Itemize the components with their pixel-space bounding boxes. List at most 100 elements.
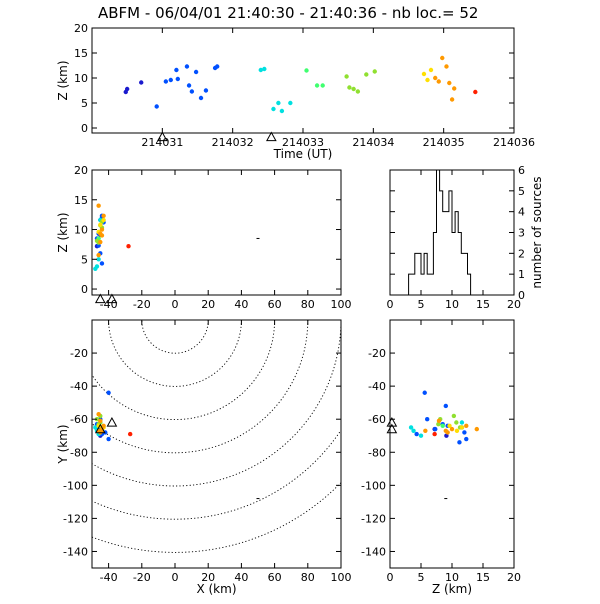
time-height-point-31 xyxy=(421,71,427,77)
x-y-plan-point-26 xyxy=(96,412,101,417)
time-height-point-20 xyxy=(279,108,285,114)
height-y-point-28 xyxy=(474,426,479,432)
height-y-point-26 xyxy=(449,426,455,432)
time-height-xlabel: Time (UT) xyxy=(273,147,333,161)
height-y-point-14 xyxy=(418,433,424,438)
x-height-ytick-label-2: 10 xyxy=(74,224,88,237)
height-y-content xyxy=(408,390,479,500)
x-y-plan-ytick-label-4: -60 xyxy=(70,413,88,426)
height-y-xtick-label-2: 10 xyxy=(445,571,459,584)
x-y-plan-xlabel: X (km) xyxy=(196,582,236,596)
time-height-point-36 xyxy=(440,55,445,61)
height-y-point-25 xyxy=(459,425,465,430)
height-y-ytick-label-3: -80 xyxy=(368,446,386,459)
x-height-point-21 xyxy=(98,222,103,227)
time-height-point-24 xyxy=(320,83,325,88)
x-height-annotation-mark xyxy=(256,237,260,239)
height-histogram-xtick-label-3: 15 xyxy=(476,298,490,311)
height-histogram-ytick-label-3: 3 xyxy=(518,227,525,240)
time-height-point-1 xyxy=(124,86,130,92)
x-y-plan-xtick-label-5: 60 xyxy=(268,571,282,584)
x-y-plan-xtick-label-6: 80 xyxy=(301,571,315,584)
x-height-point-31 xyxy=(126,243,131,249)
time-height-point-30 xyxy=(372,69,377,74)
height-y-panel: 0 5 10 15 20 -140 -120 -100 -80 -60 -40 -20 Z (km) xyxy=(361,319,521,596)
height-y-point-17 xyxy=(440,423,445,429)
x-y-plan-xtick-label-7: 100 xyxy=(331,571,352,584)
x-y-plan-xtick-label-4: 40 xyxy=(234,571,248,584)
height-histogram-ytick-label-2: 2 xyxy=(518,247,525,260)
x-y-plan-xtick-label-1: -20 xyxy=(133,571,151,584)
x-height-xtick-label-7: 100 xyxy=(331,298,352,311)
x-y-plan-ytick-label-5: -40 xyxy=(70,380,88,393)
x-height-point-2 xyxy=(99,261,105,266)
height-y-point-4 xyxy=(414,431,419,437)
x-height-xtick-label-5: 60 xyxy=(268,298,282,311)
time-height-point-23 xyxy=(314,83,320,88)
height-y-point-18 xyxy=(451,413,457,419)
height-histogram-ytick-label-4: 4 xyxy=(518,206,525,219)
time-height-ylabel: Z (km) xyxy=(56,60,70,100)
height-y-ytick-label-1: -120 xyxy=(361,512,386,525)
time-height-point-18 xyxy=(271,106,276,112)
time-height-point-26 xyxy=(347,85,352,90)
time-height-point-35 xyxy=(436,79,441,84)
time-height-xtick-label-5: 214036 xyxy=(493,136,535,149)
x-height-point-24 xyxy=(99,227,105,232)
time-height-point-8 xyxy=(184,64,190,69)
x-height-point-13 xyxy=(93,266,98,272)
time-height-ytick-label-3: 15 xyxy=(74,47,88,60)
x-height-station-0 xyxy=(94,293,106,304)
time-height-point-27 xyxy=(351,86,356,92)
height-y-point-31 xyxy=(423,428,428,433)
height-y-annotation-mark xyxy=(444,498,448,500)
time-height-station-1 xyxy=(266,131,277,142)
x-y-plan-ytick-label-3: -80 xyxy=(70,446,88,459)
x-height-point-23 xyxy=(101,217,106,223)
range-ring-6 xyxy=(92,481,341,553)
x-height-point-26 xyxy=(96,203,101,208)
height-y-point-13 xyxy=(411,428,416,433)
time-height-point-12 xyxy=(198,95,204,101)
x-y-plan-station-0 xyxy=(94,423,106,434)
time-height-point-10 xyxy=(189,89,195,94)
time-height-frame xyxy=(91,27,515,134)
height-y-point-12 xyxy=(462,430,467,435)
x-y-plan-point-8 xyxy=(106,436,111,442)
time-height-point-33 xyxy=(428,67,434,73)
x-y-plan-point-30 xyxy=(98,418,103,424)
time-height-point-32 xyxy=(425,77,430,83)
x-y-plan-ytick-label-1: -120 xyxy=(63,512,88,525)
height-y-point-32 xyxy=(436,418,442,424)
height-y-point-29 xyxy=(464,423,469,429)
height-y-xtick-label-4: 20 xyxy=(507,571,521,584)
height-y-point-24 xyxy=(447,423,452,429)
height-y-point-33 xyxy=(432,431,437,437)
height-y-station-1 xyxy=(386,423,398,434)
height-y-xlabel: Z (km) xyxy=(432,582,472,596)
time-height-point-6 xyxy=(174,67,179,73)
range-ring-0 xyxy=(141,320,209,354)
x-height-content xyxy=(93,203,260,272)
time-height-ytick-label-0: 0 xyxy=(81,122,88,135)
height-histogram-ytick-label-1: 1 xyxy=(518,268,525,281)
time-height-point-16 xyxy=(258,67,263,73)
height-y-xtick-label-3: 15 xyxy=(476,571,490,584)
time-height-point-29 xyxy=(364,72,369,77)
x-y-plan-station-1 xyxy=(106,416,118,427)
time-height-point-39 xyxy=(449,97,455,102)
height-y-point-23 xyxy=(454,428,460,433)
time-height-xtick-label-0: 214031 xyxy=(141,136,183,149)
time-height-point-9 xyxy=(186,83,192,88)
time-height-point-13 xyxy=(203,88,209,93)
x-height-point-29 xyxy=(96,252,101,258)
height-histogram-content xyxy=(408,170,472,295)
time-height-ytick-label-4: 20 xyxy=(74,22,88,35)
time-height-point-25 xyxy=(344,74,349,79)
height-y-point-0 xyxy=(422,390,427,395)
height-histogram-xtick-label-0: 0 xyxy=(387,298,394,311)
time-height-content xyxy=(123,55,478,114)
height-y-ytick-label-6: -20 xyxy=(368,347,386,360)
x-height-ytick-label-1: 5 xyxy=(81,253,88,266)
